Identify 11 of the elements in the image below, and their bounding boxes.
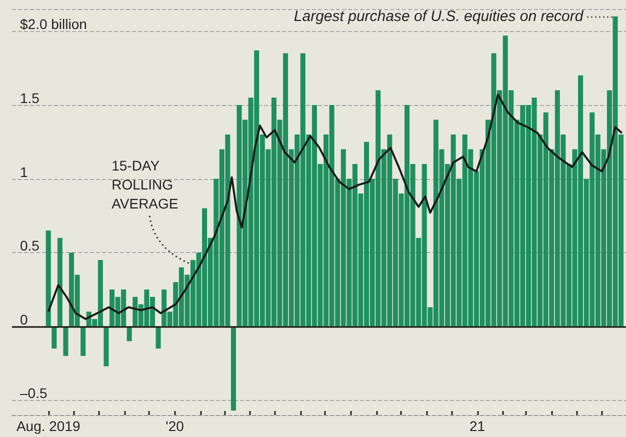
x-tick-label: Aug. 2019 [16,418,80,434]
annotation: 15-DAY ROLLING AVERAGE [112,157,178,212]
x-tick-label: 21 [469,418,486,434]
y-tick-label: 0 [20,311,28,328]
y-tick-label: 1.5 [20,90,40,106]
annotation: Largest purchase of U.S. equities on record [294,8,584,25]
y-tick-label: –0.5 [20,385,48,402]
y-tick-label: 1 [20,164,28,180]
y-tick-label: $2.0 billion [20,16,87,32]
y-tick-label: 0.5 [20,238,40,254]
x-tick-label: '20 [166,418,184,434]
